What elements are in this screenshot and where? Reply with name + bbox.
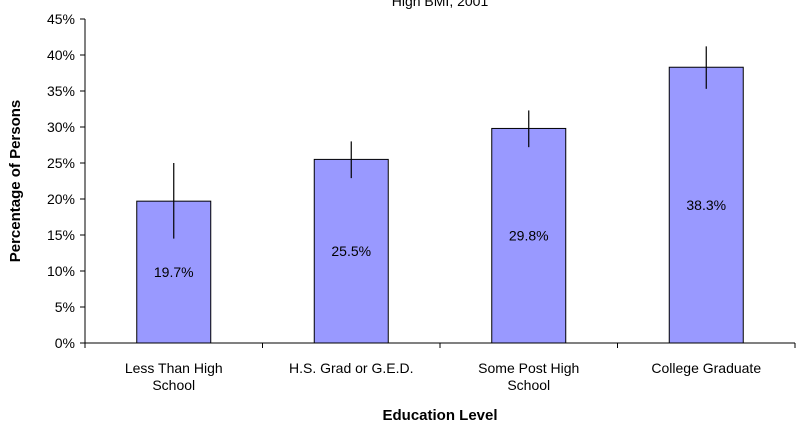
- y-tick-label: 5%: [55, 299, 75, 315]
- x-category-label-line: School: [152, 377, 195, 393]
- y-tick-label: 30%: [47, 119, 75, 135]
- data-label: 25.5%: [331, 243, 371, 259]
- bar: [313, 158, 389, 344]
- y-axis-ticks: 0% 5% 10% 15% 20% 25% 30% 35% 40% 45%: [47, 11, 85, 351]
- x-category-label: Some Post High School: [478, 360, 579, 393]
- chart-title: High BMI, 2001: [392, 0, 489, 9]
- y-tick-label: 15%: [47, 227, 75, 243]
- y-tick-label: 10%: [47, 263, 75, 279]
- x-category-label-line: H.S. Grad or G.E.D.: [289, 360, 413, 376]
- data-label: 19.7%: [154, 264, 194, 280]
- x-category-label-line: School: [507, 377, 550, 393]
- data-label: 29.8%: [509, 228, 549, 244]
- x-category-label-line: Some Post High: [478, 360, 579, 376]
- x-category-label: College Graduate: [651, 360, 761, 376]
- error-bars: [173, 46, 707, 239]
- x-category-label: Less Than High School: [125, 360, 223, 393]
- y-tick-label: 45%: [47, 11, 75, 27]
- y-tick-label: 25%: [47, 155, 75, 171]
- data-labels: 19.7% 25.5% 29.8% 38.3%: [154, 197, 726, 280]
- y-tick-label: 0%: [55, 335, 75, 351]
- bar: [668, 66, 744, 344]
- x-category-label-line: Less Than High: [125, 360, 223, 376]
- bars: [136, 66, 744, 344]
- axes: [84, 19, 796, 348]
- x-axis-title: Education Level: [382, 407, 497, 424]
- data-label: 38.3%: [686, 197, 726, 213]
- y-tick-label: 35%: [47, 83, 75, 99]
- y-tick-label: 20%: [47, 191, 75, 207]
- x-category-label-line: College Graduate: [651, 360, 761, 376]
- y-axis-title: Percentage of Persons: [7, 100, 24, 263]
- x-category-label: H.S. Grad or G.E.D.: [289, 360, 413, 376]
- y-tick-label: 40%: [47, 47, 75, 63]
